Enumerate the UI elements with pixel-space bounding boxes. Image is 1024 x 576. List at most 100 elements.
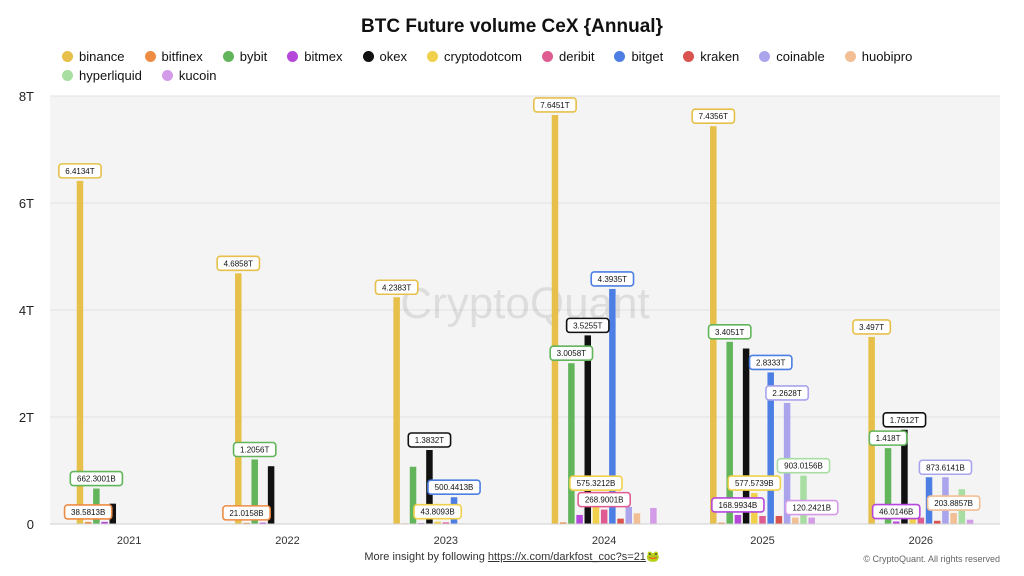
data-label-text: 662.3001B (77, 475, 116, 484)
data-label-text: 7.4356T (699, 112, 728, 121)
data-label-box (748, 354, 793, 371)
footer-link[interactable]: https://x.com/darkfost_coc?s=21 (487, 551, 646, 563)
legend-item-coinable[interactable]: coinable (759, 48, 825, 65)
data-label-box (784, 499, 839, 516)
legend-label: kraken (700, 49, 740, 64)
data-label-text: 4.3935T (598, 275, 627, 284)
bar-huobipro-2026 (950, 513, 957, 524)
data-label: 1.7612T (882, 411, 927, 428)
data-label-text: 21.0158B (229, 509, 263, 518)
data-label-box (765, 385, 810, 401)
data-label: 1.418T (868, 430, 908, 446)
bar-cryptodotcom-2023 (434, 521, 441, 524)
legend-item-hyperliquid[interactable]: hyperliquid (62, 67, 142, 84)
data-label: 38.5813B (63, 504, 113, 520)
legend-item-binance[interactable]: binance (62, 48, 125, 65)
data-label-text: 43.8093B (421, 508, 455, 517)
legend-swatch-icon (683, 51, 695, 62)
data-label-box (216, 255, 261, 272)
data-label: 46.0146B (871, 503, 921, 520)
legend-label: bybit (239, 49, 268, 64)
legend-item-kraken[interactable]: kraken (683, 48, 739, 65)
bar-cryptodotcom-2026 (909, 517, 916, 524)
data-label-box (707, 324, 752, 340)
data-label-text: 1.418T (876, 434, 901, 443)
legend-swatch-icon (62, 70, 73, 81)
bar-binance-2024 (551, 114, 559, 524)
bar-deribit-2023 (442, 522, 450, 524)
bar-huobipro-2024 (633, 513, 641, 524)
bar-okex-2021 (109, 503, 117, 524)
data-label: 3.4051T (707, 324, 752, 340)
x-tick-label: 2021 (117, 535, 141, 547)
bar-bitmex-2021 (101, 521, 108, 524)
data-label-text: 4.6858T (224, 259, 253, 268)
legend-item-bybit[interactable]: bybit (222, 48, 268, 65)
legend-label: bitget (631, 49, 664, 64)
data-label-box (374, 279, 419, 296)
data-label: 268.9001B (577, 491, 632, 508)
data-label: 203.8857B (926, 495, 981, 511)
legend-label: kucoin (178, 68, 217, 83)
data-label-text: 38.5813B (71, 508, 105, 517)
data-label: 2.2628T (765, 385, 810, 401)
y-tick-label: 8T (19, 89, 34, 104)
data-label: 575.3212B (569, 475, 623, 492)
legend-item-huobipro[interactable]: huobipro (844, 48, 912, 65)
legend-swatch-icon (614, 51, 626, 62)
legend-item-cryptodotcom[interactable]: cryptodotcom (426, 48, 523, 65)
data-label-text: 1.7612T (890, 416, 919, 425)
data-label-box (569, 475, 623, 492)
bar-bybit-2023 (409, 466, 417, 524)
legend-item-deribit[interactable]: deribit (542, 48, 594, 65)
legend-label: bitfinex (161, 49, 203, 64)
data-label-text: 203.8857B (934, 499, 973, 508)
data-label: 3.5255T (565, 317, 610, 334)
legend-swatch-icon (62, 51, 73, 62)
legend-swatch-icon (144, 51, 156, 62)
bar-binance-2021 (76, 180, 84, 524)
bar-cryptodotcom-2024 (592, 493, 600, 524)
legend-item-bitfinex[interactable]: bitfinex (144, 48, 203, 65)
bar-kraken-2026 (933, 520, 941, 524)
data-label-text: 500.4413B (435, 483, 474, 492)
bar-kucoin-2025 (808, 517, 815, 524)
data-label-text: 168.9934B (719, 501, 758, 510)
data-label: 168.9934B (711, 497, 765, 513)
bar-bitfinex-2025 (718, 522, 725, 524)
data-label: 120.2421B (784, 499, 839, 516)
bar-bitget-2024 (609, 288, 616, 524)
x-tick-label: 2023 (434, 535, 458, 547)
legend-item-kucoin[interactable]: kucoin (161, 67, 217, 84)
legend-item-bitmex[interactable]: bitmex (287, 48, 343, 65)
chart-legend: binance bitfinex bybit bitmex okex cryptodotc… (62, 48, 992, 84)
legend-item-bitget[interactable]: bitget (614, 48, 663, 65)
data-label: 662.3001B (69, 470, 124, 487)
data-label-text: 3.0058T (557, 349, 586, 358)
data-label: 873.6141B (918, 459, 973, 476)
data-label: 4.6858T (216, 255, 261, 272)
legend-swatch-icon (222, 51, 234, 62)
bar-binance-2022 (235, 273, 242, 524)
bar-deribit-2025 (759, 515, 766, 524)
data-label-text: 46.0146B (879, 508, 913, 517)
data-label-box (926, 495, 981, 511)
data-label-box (407, 432, 452, 448)
data-label-text: 6.4134T (65, 167, 94, 176)
data-label-box (565, 317, 610, 334)
bar-okex-2022 (267, 466, 275, 524)
data-label-text: 2.8333T (756, 358, 785, 367)
legend-swatch-icon (844, 51, 856, 62)
data-label: 7.6451T (533, 97, 577, 113)
data-label: 3.497T (852, 319, 892, 335)
data-label-text: 7.6451T (540, 101, 569, 110)
legend-label: deribit (559, 49, 595, 64)
data-label-box (711, 497, 765, 513)
legend-item-okex[interactable]: okex (362, 48, 407, 65)
copyright: © CryptoQuant. All rights reserved (863, 554, 1000, 564)
bar-kucoin-2024 (650, 507, 657, 524)
data-label: 2.8333T (748, 354, 793, 371)
data-label: 21.0158B (222, 505, 271, 521)
legend-label: cryptodotcom (443, 49, 523, 64)
